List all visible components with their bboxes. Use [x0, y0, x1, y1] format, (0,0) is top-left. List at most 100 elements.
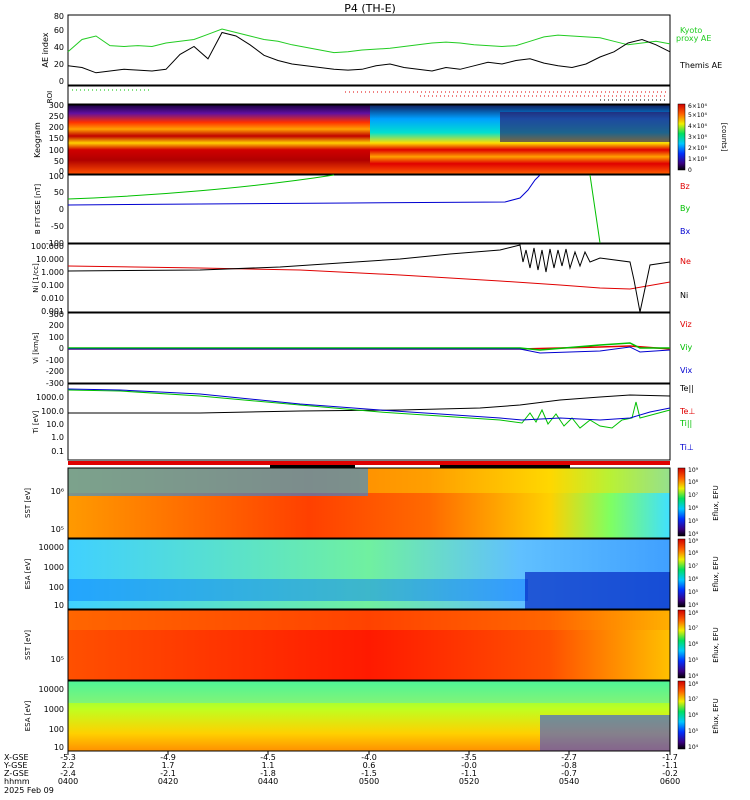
velocity-panel: Vi [km/s] -300 -200 -100 0 100 200 300 V…	[32, 310, 693, 388]
velocity-viy-line	[68, 342, 670, 351]
bfield-ytick: 50	[54, 188, 64, 197]
bfield-frame	[67, 174, 671, 244]
esa-e-low-band	[68, 579, 528, 601]
velocity-yticks: -300 -200 -100 0 100 200 300	[46, 310, 64, 388]
cbar-tick: 0	[688, 167, 692, 174]
ae-yticks: 0 20 40 60 80	[54, 12, 64, 86]
cbar-tick: 10⁹	[688, 467, 699, 474]
cbar-tick: 10⁷	[688, 696, 699, 703]
density-ytick: 1.000	[41, 268, 64, 277]
velocity-ytick: -200	[46, 367, 64, 376]
cbar-tick: 4×10⁴	[688, 123, 707, 130]
legend-bx: Bx	[680, 227, 690, 236]
temperature-ytick: 1.0	[51, 433, 64, 442]
ae-ylabel: AE index	[41, 32, 50, 67]
sst-e-blue-region	[68, 468, 368, 496]
x-tick-label: 0420	[158, 777, 178, 786]
x-tick-label: -1.5	[361, 769, 377, 778]
velocity-ylabel: Vi [km/s]	[32, 332, 40, 363]
x-row-label: Z-GSE	[4, 769, 29, 778]
density-ni-line	[67, 244, 671, 313]
bfield-ytick: -50	[51, 222, 64, 231]
esa-i-upper-band	[68, 681, 670, 703]
cbar-tick: 10⁵	[688, 728, 699, 735]
esa-e-yticks: 10 100 1000 10000	[39, 543, 64, 610]
cbar-tick: 10⁸	[688, 479, 699, 486]
cbar-tick: 5×10⁴	[688, 112, 707, 119]
legend-vix: Vix	[680, 366, 693, 375]
esa-i-ytick: 100	[49, 725, 64, 734]
temperature-ytick: 0.1	[51, 447, 64, 456]
cbar-tick: 1×10⁴	[688, 156, 707, 163]
date-label: 2025 Feb 09	[4, 786, 54, 795]
sst-e-cbar-label: Eflux, EFU	[712, 485, 720, 520]
x-tick-label: 1.1	[262, 761, 275, 770]
sst-i-colorbar	[677, 609, 686, 679]
esa-e-cbar-label: Eflux, EFU	[712, 556, 720, 591]
velocity-ytick: 200	[49, 321, 64, 330]
esa-e-colorbar	[677, 538, 686, 608]
ae-series	[67, 28, 671, 74]
temperature-ytick: 1000.0	[36, 393, 64, 402]
sst-e-ytick: 10⁵	[51, 525, 64, 534]
legend-ti-par: Ti||	[679, 419, 692, 428]
cbar-tick: 10⁶	[688, 505, 699, 512]
keogram-ylabel: Keogram	[33, 122, 42, 158]
temperature-ti-par-line	[67, 389, 671, 429]
x-tick-label: -2.1	[160, 769, 176, 778]
cbar-tick: 10⁶	[688, 641, 699, 648]
cbar-tick: 10⁹	[688, 538, 699, 545]
cbar-tick: 10⁷	[688, 625, 699, 632]
x-tick-label: -4.9	[160, 753, 176, 762]
plot-title: P4 (TH-E)	[344, 2, 396, 15]
velocity-ytick: 0	[59, 344, 64, 353]
mode-bar	[68, 461, 670, 468]
cbar-tick: 6×10⁴	[688, 103, 707, 110]
density-frame	[67, 243, 671, 313]
x-tick-label: -4.0	[361, 753, 377, 762]
cbar-tick: 10⁶	[688, 712, 699, 719]
cbar-tick: 10⁸	[688, 550, 699, 557]
keogram-frame	[67, 104, 671, 175]
keogram-ytick: 50	[54, 157, 64, 166]
x-tick-label: -0.2	[662, 769, 678, 778]
x-tick-label: 0400	[58, 777, 78, 786]
x-axis: X-GSE Y-GSE Z-GSE hhmm 2025 Feb 09 -5.32…	[3, 751, 680, 795]
sst-i-spectrogram	[68, 610, 670, 680]
legend-viy: Viy	[680, 343, 693, 352]
ae-ytick: 0	[59, 77, 64, 86]
ae-ytick: 40	[54, 43, 64, 52]
x-tick-label: -0.0	[461, 761, 477, 770]
temperature-ytick: 10.0	[46, 420, 64, 429]
x-tick-label: 0540	[559, 777, 579, 786]
legend-viz: Viz	[680, 320, 692, 329]
keogram-yticks: 0 50 100 150 200 250 300	[49, 101, 64, 176]
ae-themis-line	[67, 31, 671, 74]
bfield-ytick: 100	[49, 172, 64, 181]
esa-i-ytick: 10000	[39, 685, 64, 694]
esa-e-dark-region	[525, 572, 670, 609]
legend-ne: Ne	[680, 257, 691, 266]
cbar-tick: 10⁷	[688, 563, 699, 570]
esa-e-ylabel: ESA [eV]	[24, 558, 32, 589]
density-ytick: 100.000	[31, 242, 64, 251]
esa-i-cbar-label: Eflux, EFU	[712, 698, 720, 733]
density-yticks: 0.001 0.010 0.100 1.000 10.000 100.000	[31, 242, 64, 316]
mode-bar-black	[270, 465, 355, 468]
x-row-label: Y-GSE	[3, 761, 27, 770]
sst-e-frame	[67, 467, 671, 539]
esa-ion-panel: ESA [eV] 10 100 1000 10000 10⁴ 10⁵ 10⁶ 1…	[24, 680, 720, 752]
temperature-ytick: 100.0	[41, 407, 64, 416]
legend-kyoto: Kyoto	[680, 26, 702, 35]
esa-i-ylabel: ESA [eV]	[24, 700, 32, 731]
keogram-panel: Keogram 0 50 100 150 200 250 300 0 1×10⁴…	[33, 101, 728, 176]
bfield-ytick: 0	[59, 205, 64, 214]
cbar-tick: 10⁴	[688, 744, 699, 751]
density-ylabel: Ni [1/cc]	[32, 263, 40, 293]
cbar-tick: 10⁴	[688, 602, 699, 609]
x-row-label: hhmm	[4, 777, 30, 786]
cbar-tick: 10⁴	[688, 673, 699, 680]
density-ytick: 0.010	[41, 294, 64, 303]
x-tick-label: -3.5	[461, 753, 477, 762]
